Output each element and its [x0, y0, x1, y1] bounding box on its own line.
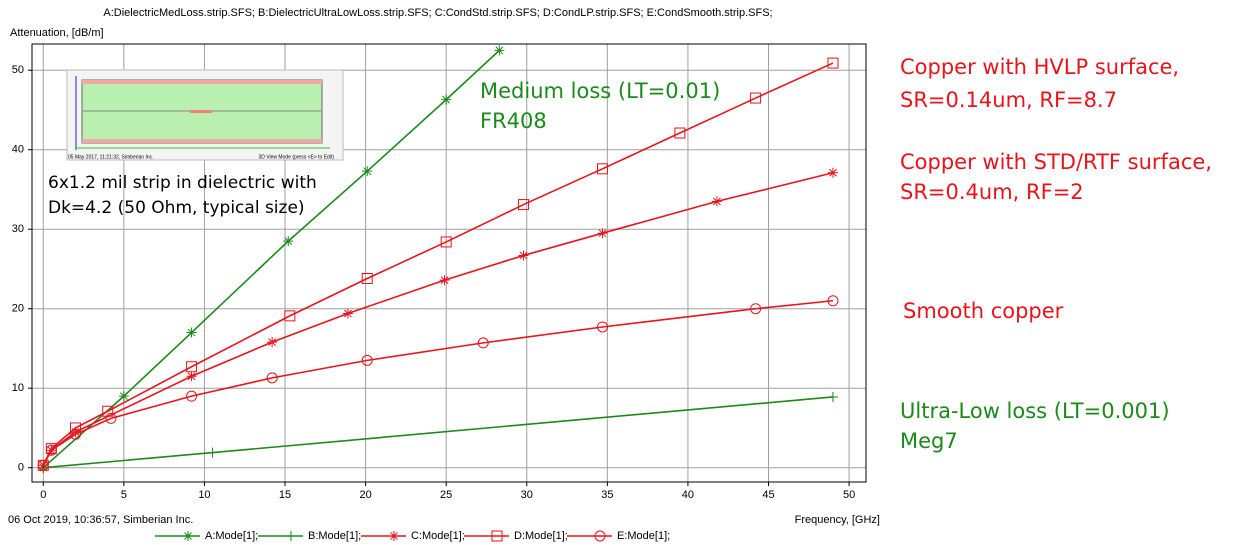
marker: [362, 166, 372, 176]
y-tick-label: 50: [12, 64, 24, 76]
x-tick-label: 45: [762, 489, 774, 501]
y-tick-label: 10: [12, 382, 24, 394]
marker: [119, 391, 129, 401]
marker: [598, 228, 608, 238]
marker: [389, 531, 399, 541]
x-tick-label: 40: [682, 489, 694, 501]
legend-label: B:Mode[1];: [308, 530, 361, 542]
x-tick-label: 20: [359, 489, 371, 501]
annotation: 6x1.2 mil strip in dielectric with: [48, 173, 317, 193]
inset-text: 3D View Mode (press <E> to Edit): [259, 154, 335, 160]
y-tick-label: 40: [12, 144, 24, 156]
x-axis-label: Frequency, [GHz]: [795, 514, 880, 526]
marker: [519, 250, 529, 260]
y-tick-label: 20: [12, 303, 24, 315]
legend-label: A:Mode[1];: [205, 530, 258, 542]
annotation: SR=0.14um, RF=8.7: [900, 88, 1117, 112]
inset-plane: [82, 80, 322, 84]
x-tick-label: 35: [601, 489, 613, 501]
annotation: Copper with STD/RTF surface,: [900, 150, 1212, 174]
marker: [187, 371, 197, 381]
marker: [828, 168, 838, 178]
annotation: Ultra-Low loss (LT=0.001): [900, 399, 1170, 423]
annotation: FR408: [480, 109, 547, 133]
y-tick-label: 30: [12, 223, 24, 235]
marker: [441, 95, 451, 105]
legend-label: C:Mode[1];: [411, 530, 465, 542]
x-tick-label: 15: [279, 489, 291, 501]
x-tick-label: 0: [40, 489, 46, 501]
x-tick-label: 50: [843, 489, 855, 501]
chart-title: A:DielectricMedLoss.strip.SFS; B:Dielect…: [103, 7, 772, 19]
annotation: SR=0.4um, RF=2: [900, 180, 1084, 204]
inset-strip: [190, 110, 212, 113]
inset-image: 05 May 2017, 11:21:32, Simberian Inc. 3D …: [67, 70, 343, 160]
marker: [283, 236, 293, 246]
x-tick-label: 25: [440, 489, 452, 501]
x-tick-label: 30: [521, 489, 533, 501]
x-tick-label: 5: [121, 489, 127, 501]
marker: [494, 45, 504, 55]
inset-plane: [82, 139, 322, 143]
legend-label: E:Mode[1];: [617, 530, 670, 542]
marker: [440, 275, 450, 285]
y-tick-label: 0: [18, 462, 24, 474]
annotation: Smooth copper: [903, 299, 1064, 323]
y-axis-label: Attenuation, [dB/m]: [10, 27, 104, 39]
marker: [343, 308, 353, 318]
annotation: Dk=4.2 (50 Ohm, typical size): [48, 198, 305, 218]
marker: [183, 531, 193, 541]
legend-label: D:Mode[1];: [514, 530, 568, 542]
marker: [187, 328, 197, 338]
inset-text: 05 May 2017, 11:21:32, Simberian Inc.: [68, 154, 154, 160]
annotation: Medium loss (LT=0.01): [480, 79, 720, 103]
x-tick-label: 10: [198, 489, 210, 501]
footer: 06 Oct 2019, 10:36:57, Simberian Inc.: [8, 514, 193, 526]
chart: A:DielectricMedLoss.strip.SFS; B:Dielect…: [0, 0, 1237, 545]
marker: [267, 337, 277, 347]
annotation: Copper with HVLP surface,: [900, 55, 1179, 79]
marker: [712, 196, 722, 206]
annotation: Meg7: [900, 429, 958, 453]
